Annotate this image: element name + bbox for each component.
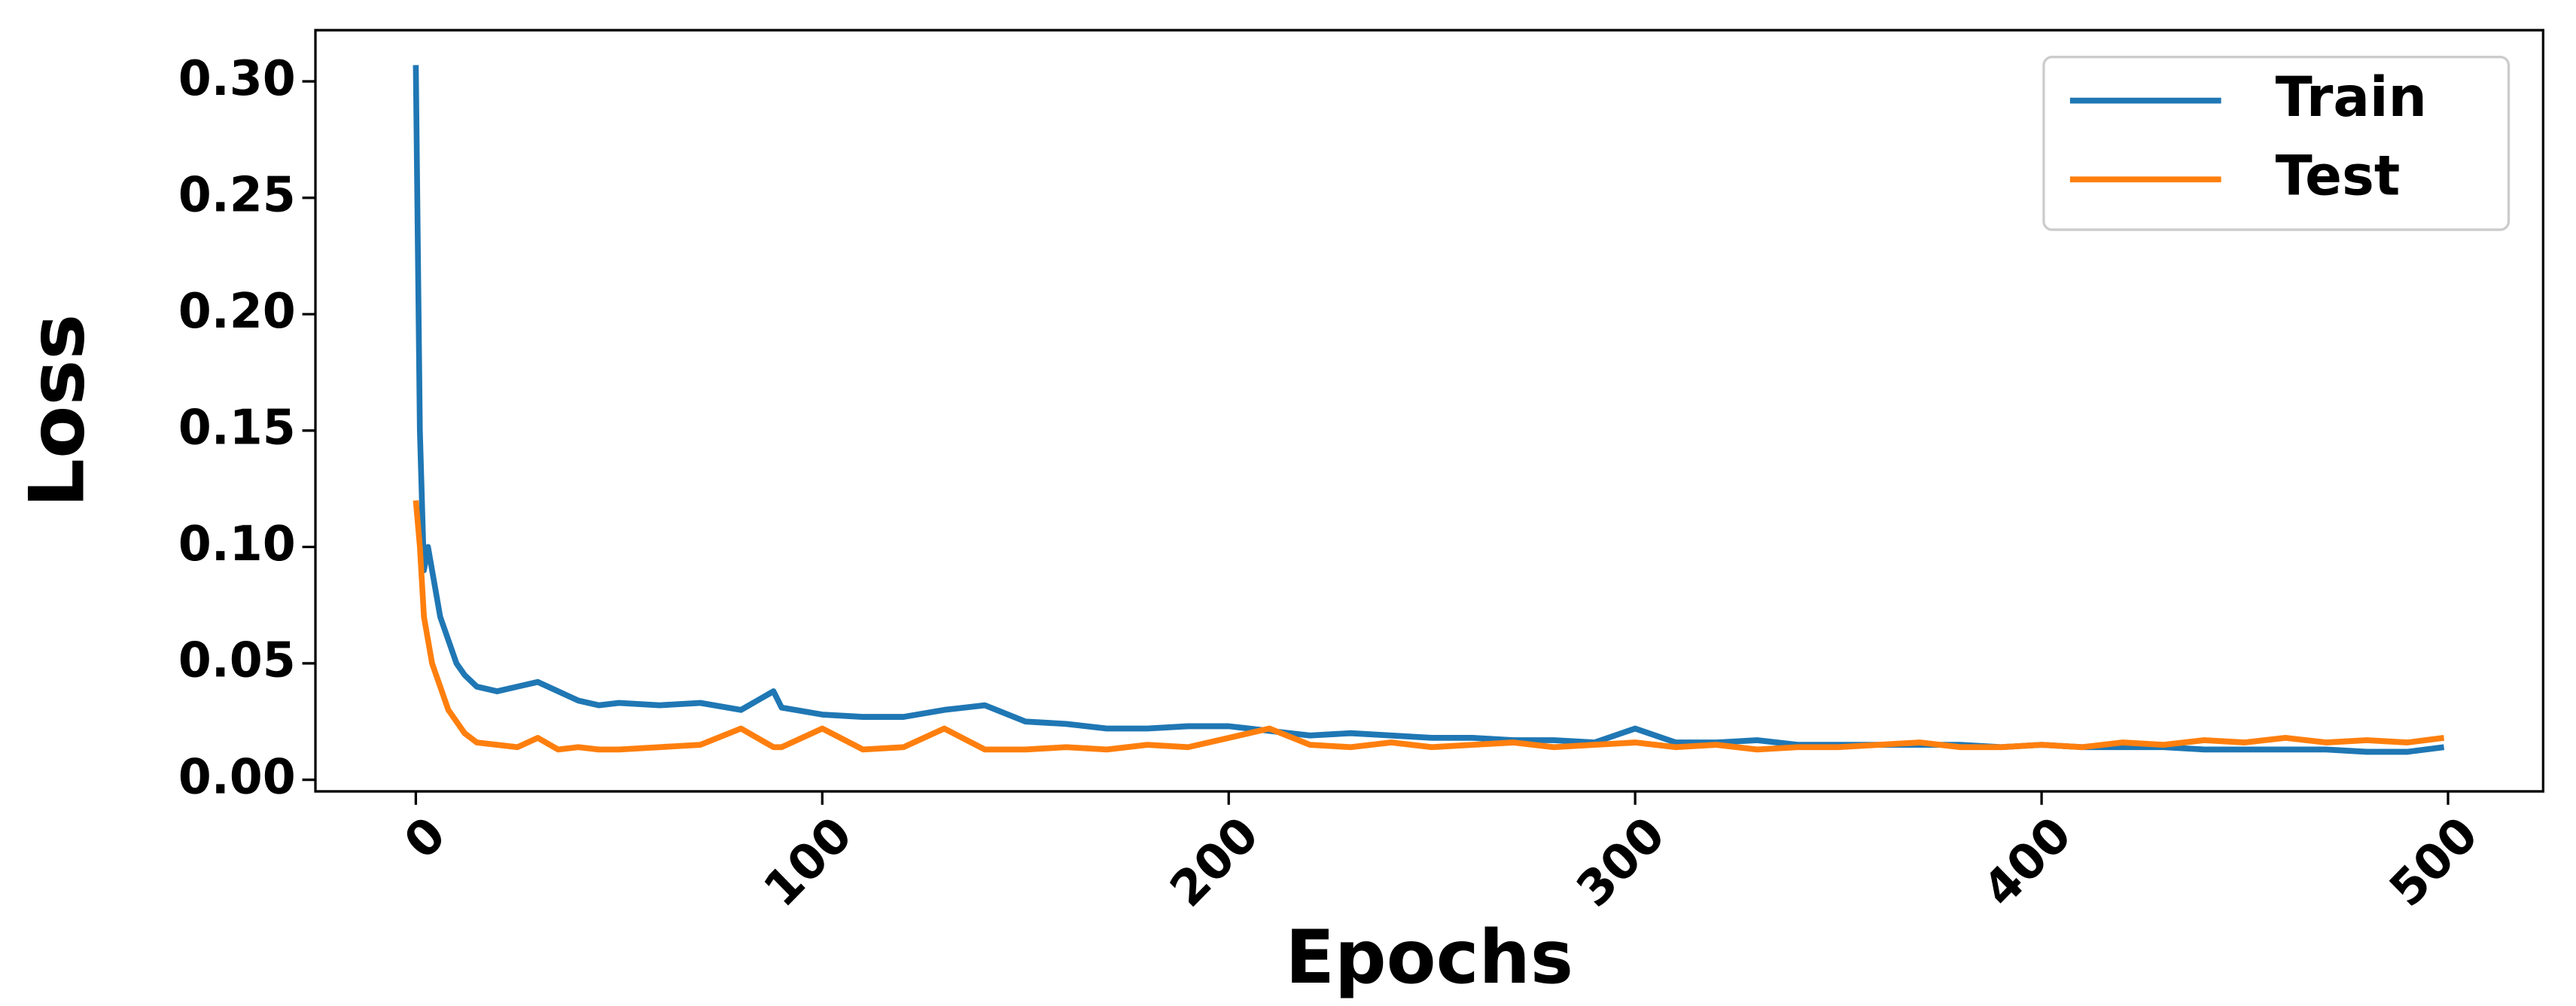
y-tick-label: 0.15 (178, 400, 296, 456)
y-axis-label: Loss (13, 314, 101, 508)
y-tick-label: 0.10 (178, 517, 296, 573)
x-axis-label: Epochs (1285, 914, 1573, 1000)
legend-label: Test (2276, 144, 2401, 209)
y-tick-label: 0.30 (178, 50, 296, 107)
x-tick-label: 200 (1160, 806, 1269, 918)
legend-label: Train (2276, 65, 2427, 130)
x-tick-label: 0 (394, 806, 457, 870)
y-tick-label: 0.25 (178, 167, 296, 224)
y-tick-label: 0.00 (178, 749, 296, 806)
data-line (413, 500, 2445, 753)
y-tick-label: 0.05 (178, 633, 296, 689)
x-tick-label: 500 (2380, 806, 2489, 918)
x-tick-label: 300 (1567, 806, 1676, 918)
x-tick-label: 100 (754, 806, 863, 918)
plot-frame (314, 29, 2544, 793)
x-tick-label: 400 (1973, 806, 2082, 918)
y-tick-label: 0.20 (178, 283, 296, 340)
